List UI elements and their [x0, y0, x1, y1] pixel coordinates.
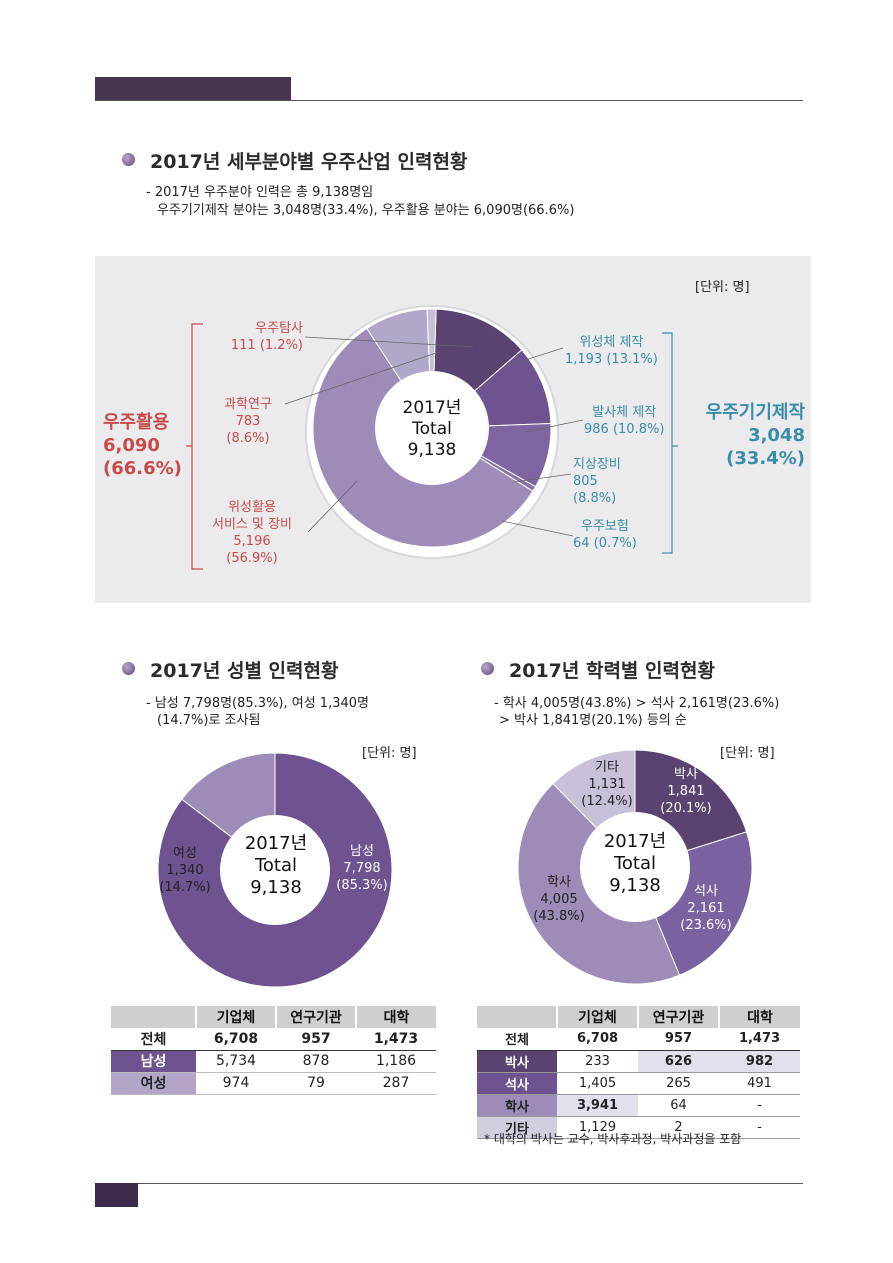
section3-desc-line2: > 박사 1,841명(20.1%) 등의 순: [499, 713, 687, 728]
unit-label: [단위: 명]: [362, 746, 417, 761]
table-row: 학사 3,941 64 -: [477, 1094, 800, 1117]
col-header: 대학: [355, 1006, 436, 1028]
education-donut: [517, 749, 753, 985]
section2-title: 2017년 성별 인력현황: [150, 660, 339, 682]
section2-desc-line2: (14.7%)로 조사됨: [157, 713, 261, 728]
footer-band: [95, 1183, 138, 1207]
table-row: 석사 1,405 265 491: [477, 1072, 800, 1095]
group-label-manufacturing: 우주기기제작 3,048 (33.4%): [705, 402, 805, 469]
bullet-icon: [122, 662, 135, 675]
pie2-center-label: 2017년 Total 9,138: [244, 833, 308, 898]
gender-donut: [157, 752, 393, 988]
gender-table: 기업체 연구기관 대학 전체 6,708 957 1,473 남성 5,734 …: [111, 1006, 436, 1095]
label-female: 여성 1,340 (14.7%): [159, 846, 211, 895]
center-year: 2017년: [402, 398, 462, 418]
footer-rule: [95, 1183, 803, 1184]
pie1-center-label: 2017년 Total 9,138: [375, 398, 489, 461]
section1-desc-line1: - 2017년 우주분야 인력은 총 9,138명임: [146, 185, 374, 200]
space-sector-chart-panel: [단위: 명] 2017년 Total 9,138 우주활용 6,090 (66…: [95, 256, 811, 603]
col-header: 연구기관: [275, 1006, 356, 1028]
section1-title: 2017년 세부분야별 우주산업 인력현황: [150, 151, 468, 173]
label-ground: 지상장비 805 (8.8%): [573, 457, 621, 506]
col-header: 대학: [718, 1006, 800, 1028]
label-male: 남성 7,798 (85.3%): [336, 844, 388, 893]
label-phd: 박사 1,841 (20.1%): [660, 767, 712, 816]
table-row: 여성 974 79 287: [111, 1072, 436, 1094]
header-rule: [95, 100, 803, 101]
section3-desc-line1: - 학사 4,005명(43.8%) > 석사 2,161명(23.6%): [494, 696, 780, 711]
table-row: 전체 6,708 957 1,473: [111, 1028, 436, 1051]
label-service: 위성활용 서비스 및 장비 5,196 (56.9%): [211, 500, 293, 566]
label-exploration: 우주탐사 111 (1.2%): [230, 321, 303, 353]
col-header: 기업체: [195, 1006, 276, 1028]
section2-desc-line1: - 남성 7,798명(85.3%), 여성 1,340명: [146, 696, 369, 711]
label-master: 석사 2,161 (23.6%): [680, 884, 732, 933]
col-header: 연구기관: [637, 1006, 719, 1028]
group-label-utilization: 우주활용 6,090 (66.6%): [103, 412, 182, 479]
section3-title: 2017년 학력별 인력현황: [509, 660, 715, 682]
label-launch: 발사체 제작 986 (10.8%): [584, 405, 665, 437]
label-other: 기타 1,131 (12.4%): [581, 760, 633, 809]
label-science: 과학연구 783 (8.6%): [224, 397, 272, 446]
table-row: 전체 6,708 957 1,473: [477, 1028, 800, 1051]
table-row: 남성 5,734 878 1,186: [111, 1050, 436, 1072]
space-sector-pie: [186, 305, 678, 570]
unit-label: [단위: 명]: [695, 280, 750, 295]
label-satellite: 위성체 제작 1,193 (13.1%): [565, 335, 658, 367]
center-total-label: Total: [412, 419, 452, 439]
label-bachelor: 학사 4,005 (43.8%): [533, 875, 585, 924]
center-total-value: 9,138: [407, 440, 457, 460]
label-insurance: 우주보험 64 (0.7%): [573, 519, 637, 551]
unit-label: [단위: 명]: [720, 746, 775, 761]
pie-center-hole: [375, 371, 489, 485]
col-header: 기업체: [556, 1006, 638, 1028]
bullet-icon: [481, 662, 494, 675]
section1-desc-line2: 우주기기제작 분야는 3,048명(33.4%), 우주활용 분야는 6,090…: [157, 203, 575, 218]
pie3-center-label: 2017년 Total 9,138: [603, 831, 667, 896]
table-row: 박사 233 626 982: [477, 1050, 800, 1073]
education-table: 기업체 연구기관 대학 전체 6,708 957 1,473 박사 233 62…: [477, 1006, 800, 1139]
table-row: 기타 1,129 2 -: [477, 1116, 800, 1139]
pie-slice-exploration: [426, 308, 437, 429]
footnote: * 대학의 박사는 교수, 박사후과정, 박사과정을 포함: [484, 1132, 742, 1146]
header-band: [95, 77, 291, 100]
bullet-icon: [122, 153, 135, 166]
